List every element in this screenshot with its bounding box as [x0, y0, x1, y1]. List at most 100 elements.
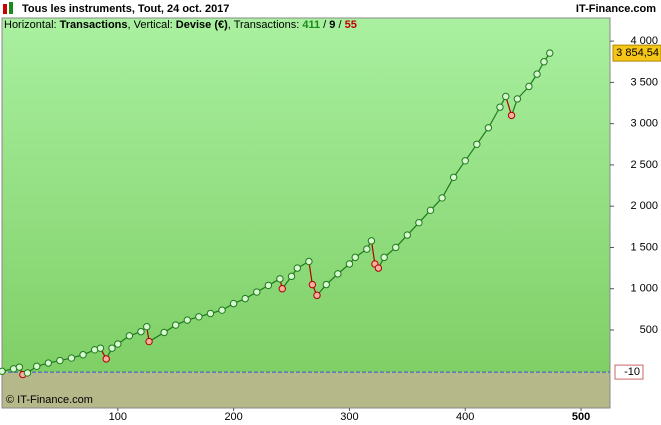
trade-marker: [345, 260, 354, 268]
trade-marker: [473, 140, 481, 148]
y-tick-label: 4 000: [630, 35, 658, 47]
trade-marker: [305, 257, 313, 266]
trade-marker: [287, 272, 296, 281]
trade-marker: [546, 49, 554, 57]
y-tick-label: 500: [640, 324, 658, 336]
trade-marker: [334, 270, 342, 278]
plot-area: [2, 18, 610, 373]
x-tick-label: 300: [340, 411, 358, 423]
trade-marker: [253, 288, 261, 296]
trade-marker: [160, 328, 168, 337]
trade-marker: [367, 237, 376, 245]
y-tick-label: 1 000: [630, 283, 658, 295]
x-tick-label: 400: [456, 411, 474, 423]
trade-marker: [392, 243, 400, 252]
reference-label: -10: [624, 366, 640, 378]
subtitle-part: , Vertical:: [128, 19, 176, 31]
equity-segment: [487, 106, 501, 129]
trade-marker: [67, 354, 76, 362]
trade-marker: [125, 332, 134, 340]
trade-marker: [114, 340, 122, 348]
footer: © IT-Finance.com: [6, 394, 93, 406]
trade-marker: [540, 58, 548, 66]
subtitle-part: /: [335, 19, 344, 31]
trade-marker: [513, 95, 522, 103]
x-tick-label: 200: [224, 411, 242, 423]
below-zero-area: [2, 372, 610, 408]
trade-marker: [484, 124, 493, 132]
trade-marker: [461, 157, 469, 165]
trade-marker: [403, 231, 412, 239]
trade-marker: [56, 356, 64, 365]
y-tick-label: 3 500: [630, 76, 658, 88]
trade-marker: [278, 285, 286, 293]
equity-segment: [441, 177, 455, 199]
trade-marker: [276, 275, 284, 283]
trade-marker: [533, 70, 541, 78]
trade-marker: [96, 344, 105, 352]
trade-marker: [23, 369, 32, 377]
trade-marker: [380, 253, 388, 262]
trade-marker: [241, 294, 249, 303]
trade-marker: [264, 281, 273, 290]
y-tick-label: 1 500: [630, 241, 658, 253]
plot-border: [1, 17, 611, 409]
trade-marker: [79, 351, 87, 359]
y-tick-label: 3 000: [630, 118, 658, 130]
trade-marker: [15, 363, 24, 371]
brand: IT-Finance.com: [576, 3, 656, 15]
subtitle-part: Devise (€): [176, 19, 228, 31]
trade-marker: [449, 173, 458, 182]
subtitle-part: 411: [302, 19, 320, 31]
subtitle-part: Horizontal:: [4, 19, 60, 31]
subtitle-part: , Transactions:: [228, 19, 303, 31]
trade-marker: [137, 327, 145, 336]
trade-marker: [496, 103, 504, 111]
trade-marker: [507, 111, 516, 120]
trade-marker: [218, 306, 226, 314]
subtitle-part: 9: [329, 19, 335, 31]
reference-label-box: [614, 364, 644, 380]
trade-marker: [172, 321, 180, 329]
trade-marker: [195, 313, 203, 321]
trade-marker: [322, 280, 330, 289]
trade-marker: [102, 355, 110, 363]
equity-segment: [308, 261, 313, 285]
subtitle: Horizontal: Transactions, Vertical: Devi…: [4, 19, 357, 31]
trade-marker: [206, 309, 215, 318]
trade-marker: [308, 280, 317, 289]
subtitle-part: /: [320, 19, 329, 31]
trade-marker: [33, 362, 41, 371]
trade-marker: [525, 82, 533, 91]
subtitle-part: 55: [345, 19, 357, 31]
equity-segment: [370, 240, 376, 265]
trade-marker: [229, 299, 238, 308]
trade-marker: [426, 206, 435, 215]
trade-marker: [108, 344, 116, 352]
trade-marker: [44, 359, 53, 367]
subtitle-part: Transactions: [60, 19, 128, 31]
last-value-box: [612, 44, 661, 62]
last-value-label: 3 854,54: [616, 47, 659, 59]
trade-marker: [363, 245, 371, 253]
trade-marker: [293, 264, 302, 272]
trade-marker: [143, 322, 151, 331]
trade-marker: [502, 92, 510, 101]
trade-marker: [438, 194, 446, 202]
trade-marker: [145, 337, 153, 346]
trade-marker: [374, 264, 383, 272]
trade-marker: [0, 367, 6, 375]
logo: [9, 2, 13, 14]
x-tick-label: 500: [572, 411, 590, 423]
y-tick-label: 2 000: [630, 200, 658, 212]
trade-marker: [415, 218, 423, 227]
logo: [3, 4, 7, 14]
trade-marker: [351, 253, 359, 262]
x-tick-label: 100: [109, 411, 127, 423]
trade-marker: [313, 291, 321, 300]
y-tick-label: 2 500: [630, 159, 658, 171]
chart-title: Tous les instruments, Tout, 24 oct. 2017: [22, 3, 229, 15]
trade-marker: [183, 316, 191, 324]
